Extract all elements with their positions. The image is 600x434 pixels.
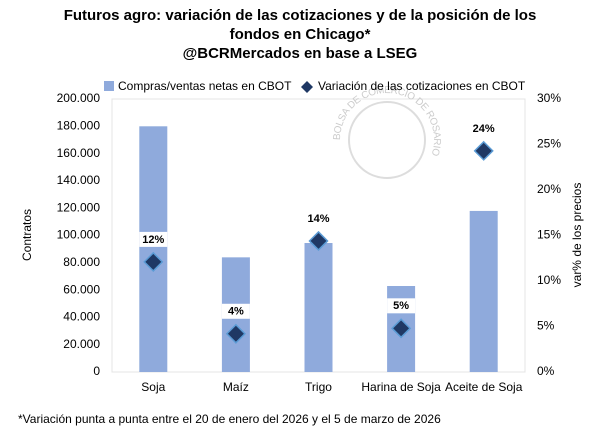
diamond-marker	[473, 140, 494, 161]
y2-tick-label: 5%	[537, 319, 555, 333]
y-tick-label: 0	[93, 364, 100, 378]
y-axis-label: Contratos	[20, 209, 34, 261]
y-tick-label: 200.000	[57, 91, 101, 105]
bar	[469, 210, 498, 372]
seal	[348, 101, 426, 179]
data-label: 14%	[307, 213, 329, 225]
y-tick-label: 120.000	[57, 200, 101, 214]
y-tick-label: 60.000	[63, 282, 100, 296]
diamond-marker	[308, 230, 329, 252]
header: Futuros agro: variación de las cotizacio…	[40, 6, 560, 63]
data-label-bg	[387, 298, 416, 314]
chart-title: Futuros agro: variación de las cotizacio…	[63, 7, 537, 43]
data-label: 5%	[393, 300, 409, 312]
y2-tick-label: 20%	[537, 182, 561, 196]
x-tick-label: Maíz	[223, 380, 249, 394]
data-label-bg	[304, 210, 333, 226]
bar	[304, 243, 333, 372]
footnote: *Variación punta a punta entre el 20 de …	[18, 412, 441, 426]
y2-axis-label: var% de los precios	[570, 183, 584, 288]
data-label: 12%	[142, 234, 164, 246]
diamond-marker	[143, 251, 164, 272]
y2-tick-label: 30%	[537, 91, 561, 105]
data-label-bg	[469, 120, 498, 136]
y-tick-label: 160.000	[57, 146, 101, 160]
watermark-text: BOLSA DE COMERCIO DE ROSARIO	[332, 85, 443, 158]
y-tick-label: 40.000	[63, 310, 100, 324]
diamond-marker	[391, 318, 412, 339]
data-label: 24%	[473, 123, 495, 135]
x-tick-label: Trigo	[305, 380, 332, 394]
data-label: 4%	[228, 306, 244, 318]
x-tick-label: Harina de Soja	[361, 380, 441, 394]
data-label-bg	[139, 231, 168, 247]
diamond-marker	[225, 323, 246, 344]
chart-subtitle: @BCRMercados en base a LSEG	[182, 45, 418, 62]
x-tick-label: Soja	[141, 380, 165, 394]
y-tick-label: 140.000	[57, 173, 101, 187]
data-label-bg	[221, 303, 250, 319]
y-tick-label: 80.000	[63, 255, 100, 269]
y-tick-label: 100.000	[57, 228, 101, 242]
legend-swatch	[301, 81, 313, 93]
bar	[139, 126, 168, 372]
y2-tick-label: 0%	[537, 364, 555, 378]
legend-label: Compras/ventas netas en CBOT	[118, 79, 292, 93]
y2-tick-label: 10%	[537, 273, 561, 287]
watermark: BOLSA DE COMERCIO DE ROSARIO	[332, 85, 443, 158]
y-tick-label: 180.000	[57, 118, 101, 132]
legend-label: Variación de las cotizaciones en CBOT	[318, 79, 526, 93]
y-tick-label: 20.000	[63, 337, 100, 351]
y2-tick-label: 15%	[537, 228, 561, 242]
y2-tick-label: 25%	[537, 137, 561, 151]
x-tick-label: Aceite de Soja	[445, 380, 523, 394]
legend-swatch	[104, 81, 114, 91]
